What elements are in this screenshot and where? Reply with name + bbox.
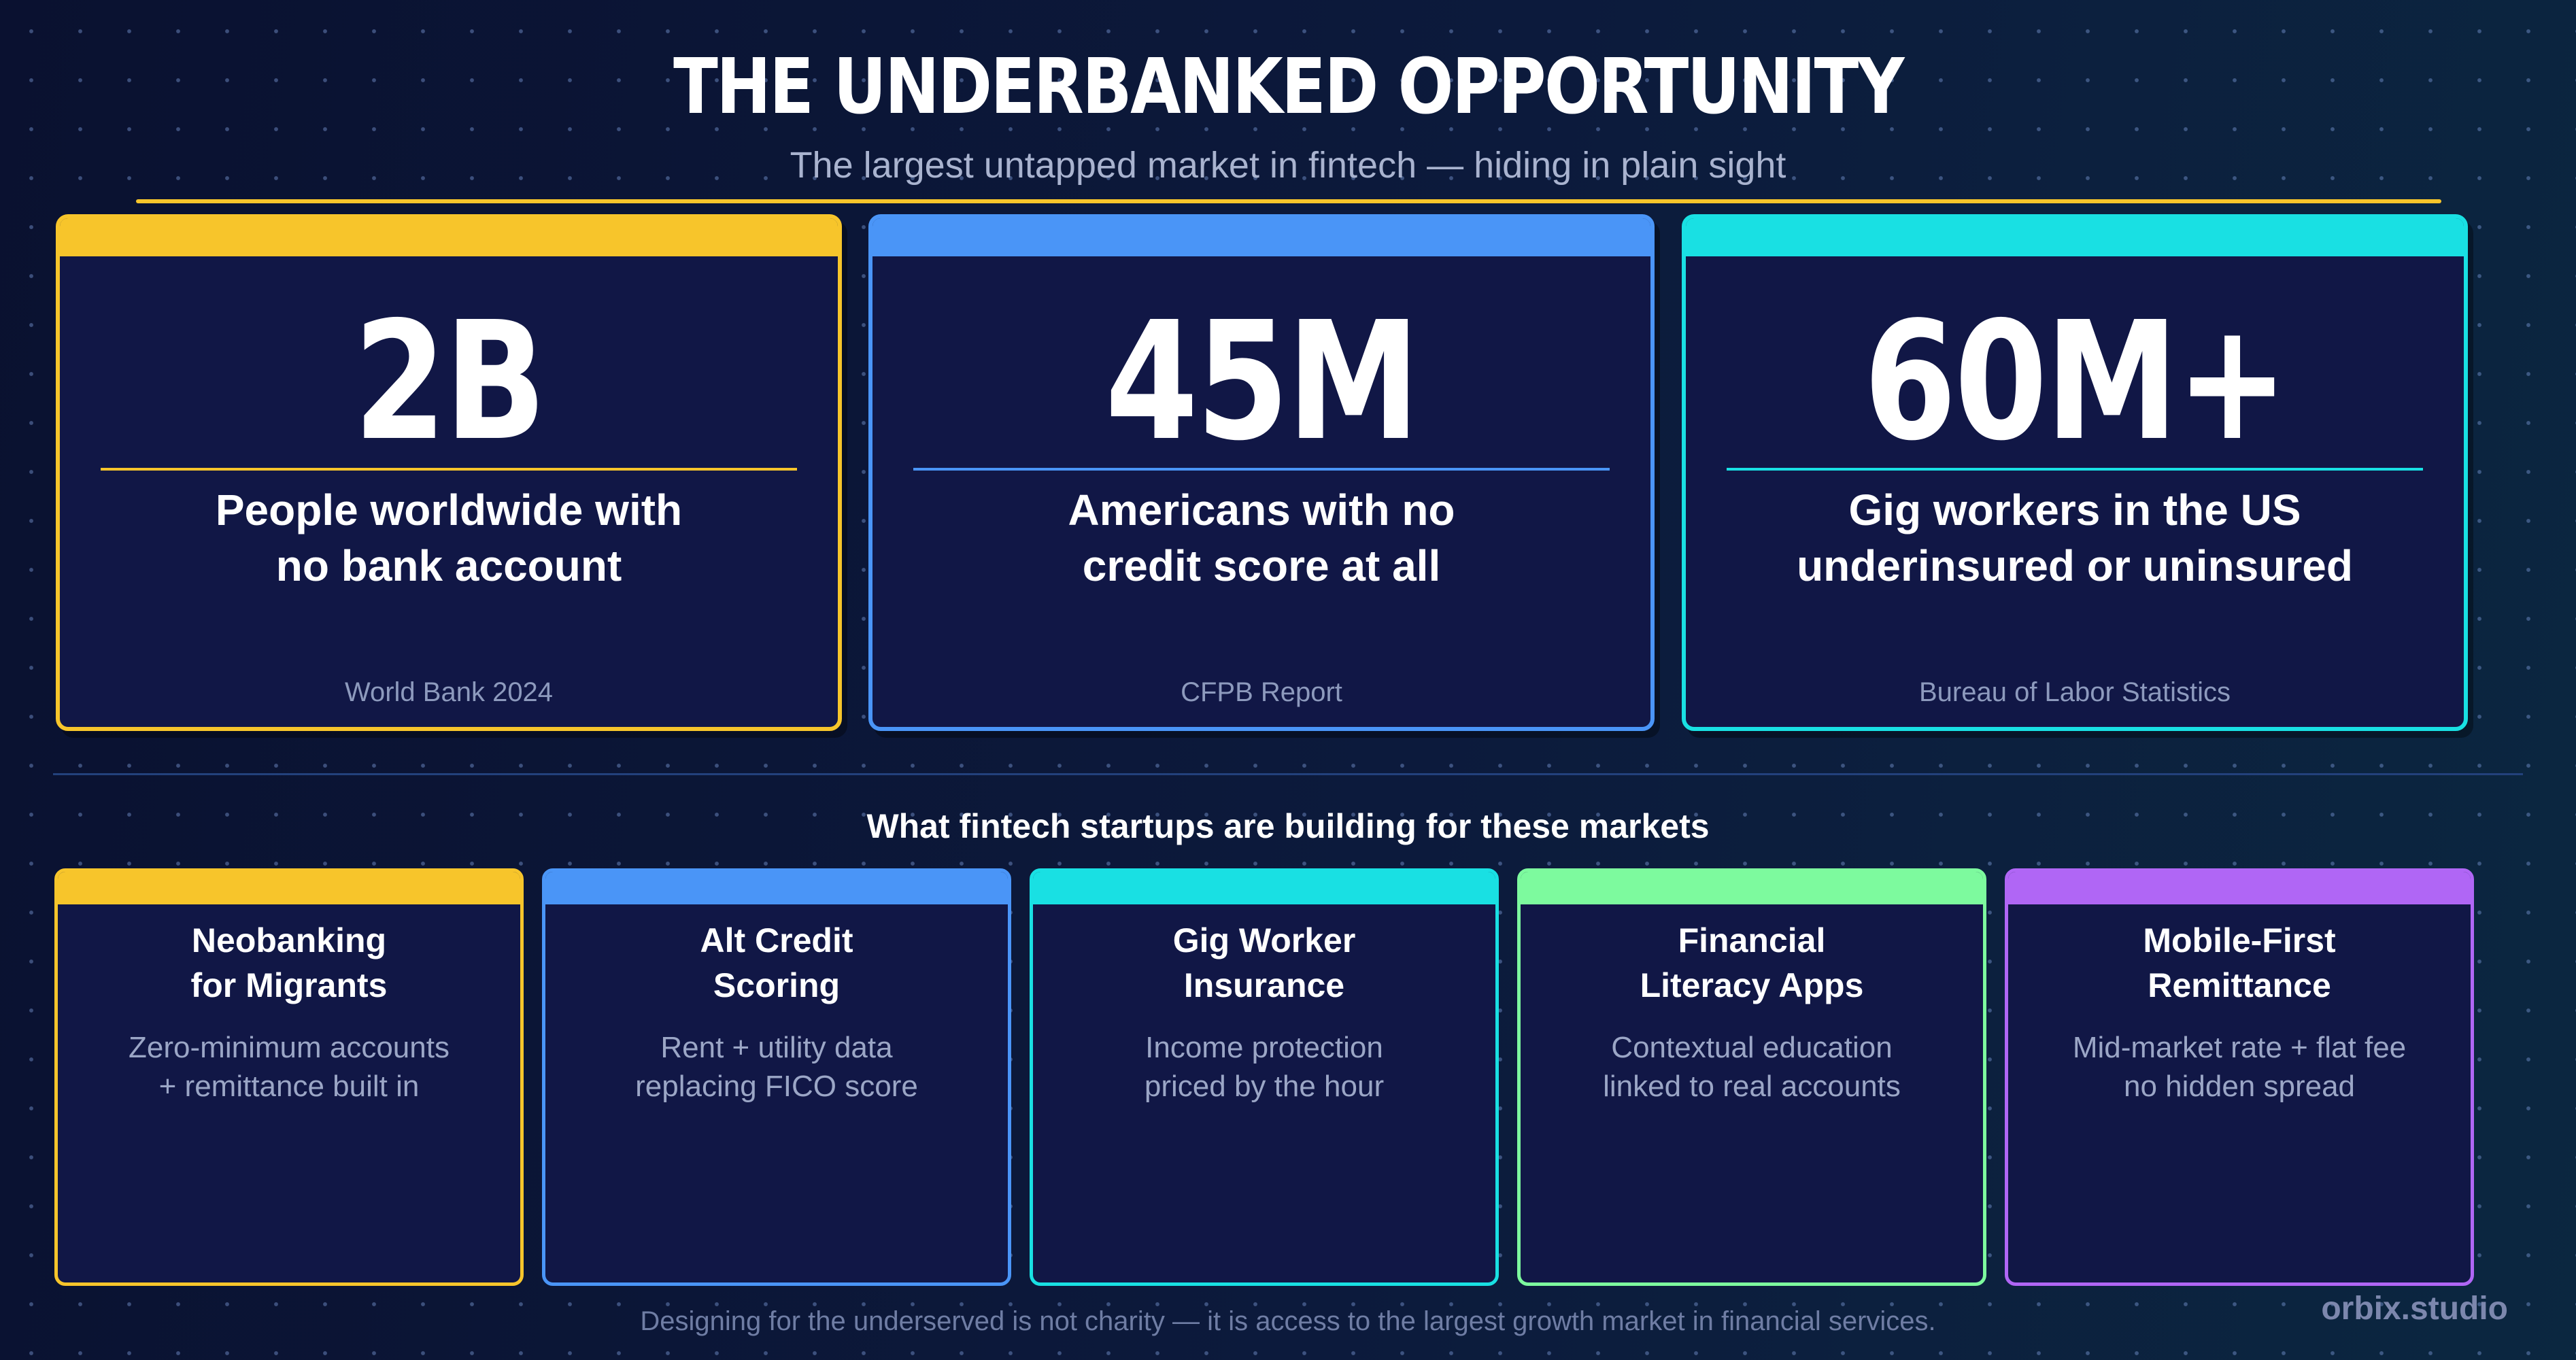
product-description: Contextual education linked to real acco… (1527, 1028, 1976, 1106)
product-card-financial-literacy: Financial Literacy Apps Contextual educa… (1517, 868, 1986, 1286)
product-title-line: Remittance (2148, 966, 2331, 1004)
stat-value: 60M+ (1863, 286, 2288, 477)
product-title: Neobanking for Migrants (65, 918, 513, 1008)
stat-source: Bureau of Labor Statistics (1918, 677, 2231, 707)
product-title-line: for Migrants (190, 966, 388, 1004)
product-title-line: Financial (1678, 921, 1826, 959)
stat-description: People worldwide with no bank account (87, 482, 811, 594)
product-title: Financial Literacy Apps (1527, 918, 1976, 1008)
stat-description-line: Americans with no (1068, 486, 1455, 534)
product-title-line: Gig Worker (1172, 921, 1356, 959)
stat-card-unbanked: 2B People worldwide with no bank account… (56, 214, 842, 731)
stat-description-line: underinsured or uninsured (1797, 541, 2353, 590)
product-description-line: replacing FICO score (635, 1070, 918, 1103)
page-subtitle: The largest untapped market in fintech —… (790, 145, 1786, 186)
page-title: THE UNDERBANKED OPPORTUNITY (673, 43, 1904, 131)
footer-tagline: Designing for the underserved is not cha… (640, 1306, 1936, 1336)
title-underline (136, 199, 2441, 203)
product-description-line: Rent + utility data (660, 1031, 893, 1064)
stat-description-line: Gig workers in the US (1848, 486, 2301, 534)
stat-description-line: no bank account (275, 541, 622, 590)
product-title: Mobile-First Remittance (2015, 918, 2464, 1008)
stat-divider (1727, 468, 2423, 471)
product-card-alt-credit: Alt Credit Scoring Rent + utility data r… (542, 868, 1011, 1286)
card-accent-bar (1521, 872, 1983, 904)
product-description: Rent + utility data replacing FICO score (552, 1028, 1001, 1106)
product-title-line: Insurance (1183, 966, 1345, 1004)
product-title: Alt Credit Scoring (552, 918, 1001, 1008)
card-accent-bar (545, 872, 1008, 904)
product-description-line: linked to real accounts (1603, 1070, 1901, 1103)
stat-description-line: People worldwide with (215, 486, 683, 534)
brand-logo-text: orbix.studio (2321, 1291, 2508, 1327)
card-accent-bar (2008, 872, 2471, 904)
section-divider (53, 773, 2523, 775)
stat-card-no-credit-score: 45M Americans with no credit score at al… (868, 214, 1655, 731)
product-description-line: Income protection (1145, 1031, 1383, 1064)
product-description-line: priced by the hour (1144, 1070, 1385, 1103)
product-description: Mid-market rate + flat fee no hidden spr… (2015, 1028, 2464, 1106)
product-description: Income protection priced by the hour (1040, 1028, 1489, 1106)
stat-value: 2B (353, 286, 547, 477)
stat-source: World Bank 2024 (344, 677, 554, 707)
stat-description: Gig workers in the US underinsured or un… (1713, 482, 2437, 594)
product-title: Gig Worker Insurance (1040, 918, 1489, 1008)
product-title-line: Neobanking (191, 921, 387, 959)
card-accent-bar (58, 872, 520, 904)
product-title-line: Literacy Apps (1640, 966, 1864, 1004)
product-description-line: Contextual education (1611, 1031, 1893, 1064)
stat-divider (913, 468, 1610, 471)
card-accent-bar (872, 218, 1650, 256)
card-accent-bar (60, 218, 838, 256)
product-title-line: Scoring (713, 966, 841, 1004)
product-description: Zero-minimum accounts + remittance built… (65, 1028, 513, 1106)
stat-card-gig-workers: 60M+ Gig workers in the US underinsured … (1682, 214, 2468, 731)
stat-value: 45M (1105, 286, 1420, 477)
card-accent-bar (1686, 218, 2464, 256)
product-title-line: Mobile-First (2143, 921, 2336, 959)
product-description-line: + remittance built in (158, 1070, 420, 1103)
product-card-neobanking: Neobanking for Migrants Zero-minimum acc… (54, 868, 524, 1286)
stat-description: Americans with no credit score at all (900, 482, 1623, 594)
product-description-line: no hidden spread (2123, 1070, 2356, 1103)
stat-description-line: credit score at all (1082, 541, 1441, 590)
stat-source: CFPB Report (1181, 677, 1342, 707)
product-description-line: Zero-minimum accounts (129, 1031, 450, 1064)
stat-divider (101, 468, 797, 471)
product-title-line: Alt Credit (700, 921, 853, 959)
product-card-remittance: Mobile-First Remittance Mid-market rate … (2005, 868, 2474, 1286)
product-card-gig-insurance: Gig Worker Insurance Income protection p… (1030, 868, 1499, 1286)
product-description-line: Mid-market rate + flat fee (2072, 1031, 2407, 1064)
card-accent-bar (1033, 872, 1495, 904)
section-title: What fintech startups are building for t… (866, 807, 1710, 845)
